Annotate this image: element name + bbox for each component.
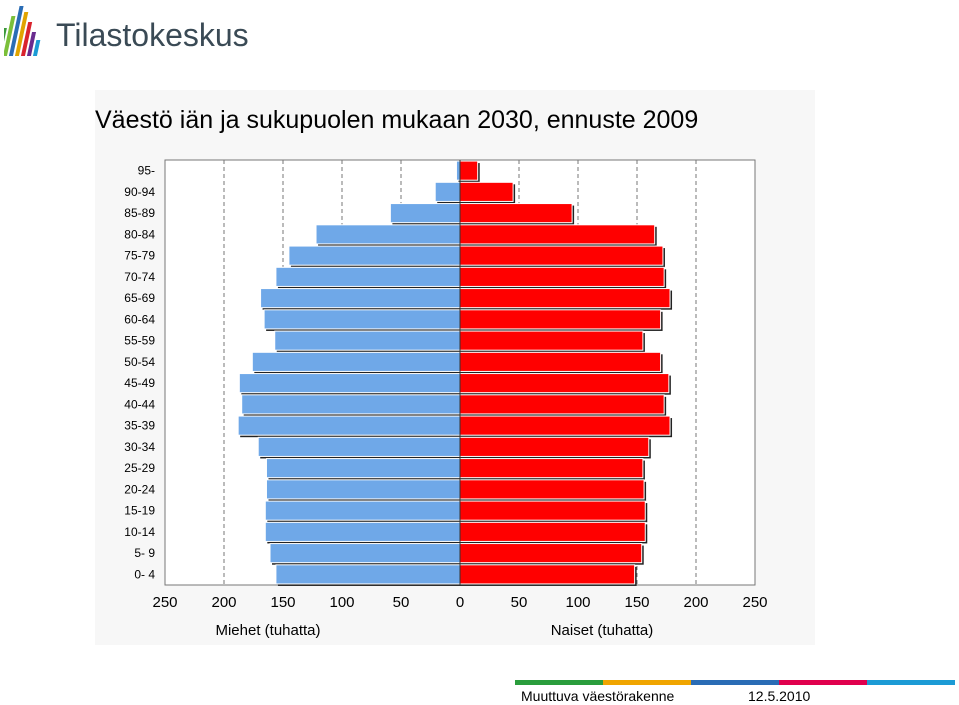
- logo-stripe: [26, 32, 37, 56]
- category-labels: 95- 90-94 85-89 80-84 75-79 70-74 65-69 60-64 55…: [124, 164, 155, 582]
- bar-men: [238, 373, 461, 394]
- bar-women: [459, 458, 644, 479]
- x-tick-label: 150: [624, 594, 649, 611]
- chart-title: Väestö iän ja sukupuolen mukaan 2030, en…: [95, 106, 698, 134]
- bar-women: [459, 181, 514, 202]
- category-label: 35-39: [124, 419, 155, 433]
- x-tick-labels: 250 200 150 100 50 0 50 100 150 200 250: [152, 594, 767, 611]
- category-label: 45-49: [124, 376, 155, 390]
- category-label: 60-64: [124, 312, 155, 326]
- category-label: 10-14: [124, 525, 155, 539]
- bar-women: [459, 351, 662, 372]
- logo-stripe: [14, 12, 29, 56]
- footer-title: Muuttuva väestörakenne: [521, 688, 675, 704]
- x-tick-label: 100: [329, 594, 354, 611]
- bar-men: [274, 330, 461, 351]
- bar-men: [264, 521, 461, 542]
- bar-men: [275, 266, 461, 287]
- bar-women: [459, 500, 646, 521]
- x-axis-label-women: Naiset (tuhatta): [551, 622, 654, 639]
- category-label: 65-69: [124, 291, 155, 305]
- category-label: 25-29: [124, 461, 155, 475]
- population-pyramid-chart: Väestö iän ja sukupuolen mukaan 2030, en…: [95, 90, 815, 645]
- bar-women: [459, 521, 646, 542]
- bar-women: [459, 330, 644, 351]
- footer-color-rule: [515, 680, 955, 685]
- bar-women: [459, 309, 662, 330]
- tilastokeskus-logo: Tilastokeskus: [0, 4, 264, 64]
- bar-men: [257, 436, 461, 457]
- category-label: 0- 4: [134, 567, 155, 581]
- bar-women: [459, 415, 671, 436]
- bar-men: [263, 309, 461, 330]
- x-tick-label: 0: [456, 594, 464, 611]
- bar-women: [459, 394, 665, 415]
- logo-stripe: [20, 22, 33, 56]
- x-tick-label: 100: [565, 594, 590, 611]
- bar-men: [264, 500, 461, 521]
- bar-men: [269, 543, 461, 564]
- x-tick-label: 250: [152, 594, 177, 611]
- bar-men: [315, 224, 461, 245]
- category-label: 55-59: [124, 334, 155, 348]
- category-label: 90-94: [124, 185, 155, 199]
- bar-men: [265, 458, 461, 479]
- bar-women: [459, 224, 656, 245]
- bar-men: [389, 203, 461, 224]
- chart-svg: Väestö iän ja sukupuolen mukaan 2030, en…: [95, 106, 768, 639]
- bar-men: [251, 351, 461, 372]
- bar-men: [434, 181, 461, 202]
- bar-women: [459, 543, 643, 564]
- bar-women: [459, 203, 573, 224]
- x-tick-label: 200: [211, 594, 236, 611]
- category-label: 70-74: [124, 270, 155, 284]
- bar-men: [265, 479, 461, 500]
- category-label: 50-54: [124, 355, 155, 369]
- bar-women: [459, 245, 664, 266]
- x-tick-label: 200: [683, 594, 708, 611]
- category-label: 80-84: [124, 227, 155, 241]
- bar-women: [459, 373, 670, 394]
- footer-date: 12.5.2010: [748, 688, 811, 704]
- x-tick-label: 50: [393, 594, 410, 611]
- x-axis-label-men: Miehet (tuhatta): [215, 622, 320, 639]
- bar-women: [459, 266, 665, 287]
- logo-stripe: [8, 6, 24, 56]
- bar-women: [459, 288, 671, 309]
- bar-men: [241, 394, 461, 415]
- bar-men: [275, 564, 461, 585]
- x-tick-label: 250: [742, 594, 767, 611]
- category-label: 95-: [138, 164, 155, 178]
- bar-men: [455, 160, 461, 181]
- bar-women: [459, 479, 645, 500]
- category-label: 20-24: [124, 482, 155, 496]
- bar-men: [288, 245, 461, 266]
- bar-men: [260, 288, 461, 309]
- brand-name: Tilastokeskus: [56, 17, 249, 53]
- bars: [237, 160, 673, 586]
- logo-stripe: [32, 40, 41, 56]
- category-label: 5- 9: [134, 546, 155, 560]
- bar-men: [237, 415, 461, 436]
- x-tick-label: 150: [270, 594, 295, 611]
- category-label: 15-19: [124, 504, 155, 518]
- x-tick-label: 50: [511, 594, 528, 611]
- category-label: 40-44: [124, 397, 155, 411]
- bar-women: [459, 564, 636, 585]
- logo-stripe: [2, 16, 16, 56]
- bar-women: [459, 160, 479, 181]
- logo-stripes-icon: [0, 6, 41, 56]
- category-label: 85-89: [124, 206, 155, 220]
- category-label: 75-79: [124, 249, 155, 263]
- bar-women: [459, 436, 650, 457]
- category-label: 30-34: [124, 440, 155, 454]
- logo-svg: Tilastokeskus: [0, 6, 249, 56]
